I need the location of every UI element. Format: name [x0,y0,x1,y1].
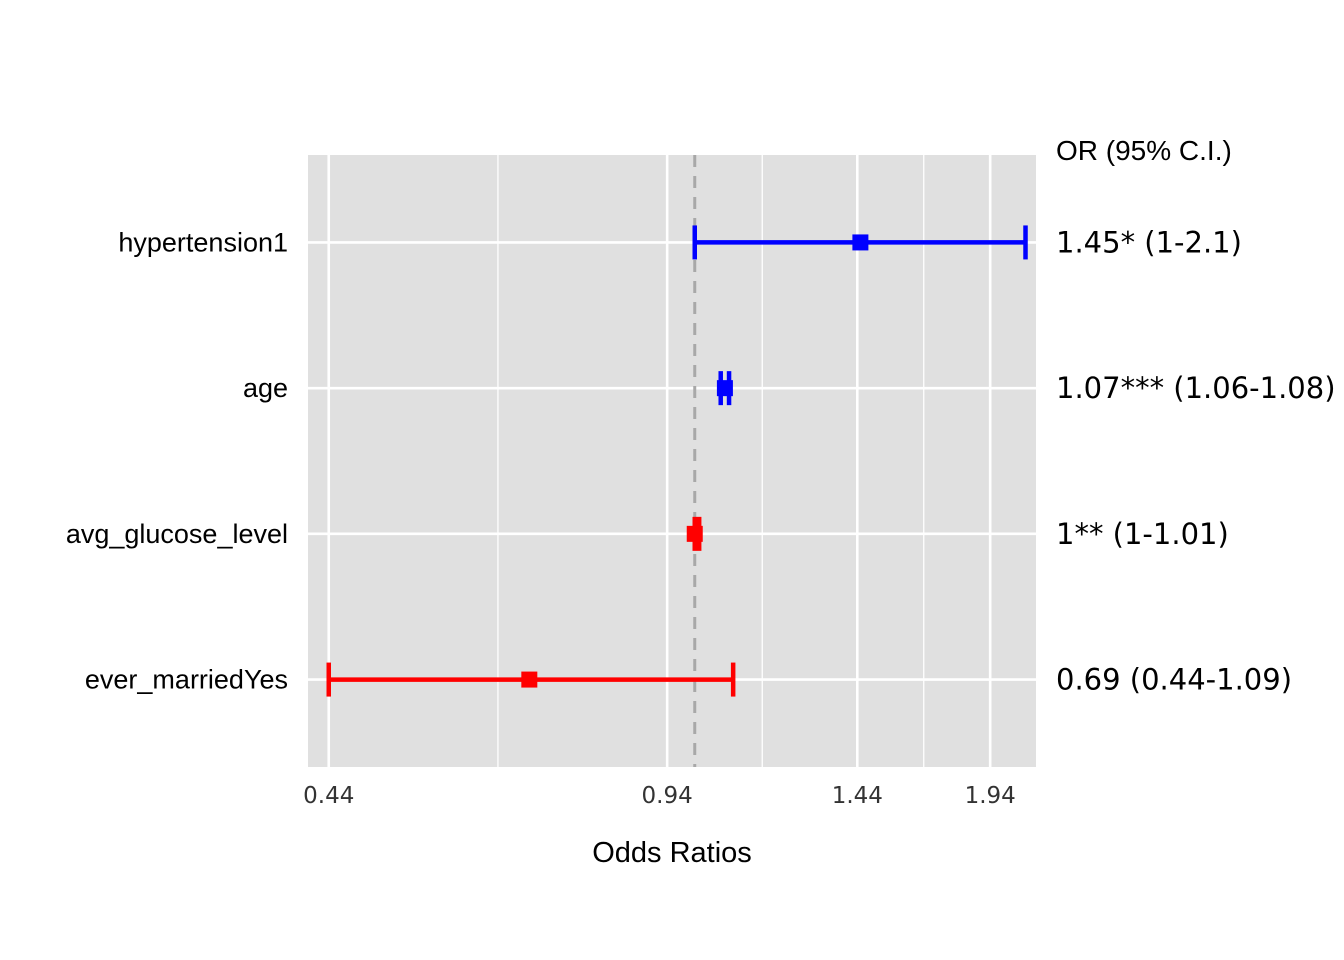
estimate-label: 1.45* (1-2.1) [1056,225,1242,259]
y-axis-labels: hypertension1 age avg_glucose_level ever_ma… [66,227,288,694]
point-estimate [686,525,703,542]
x-axis-title: Odds Ratios [592,837,752,869]
plot-panel [308,155,1036,767]
y-tick-label: avg_glucose_level [66,519,288,549]
grid-minor [497,155,925,767]
estimate-label: 1.07*** (1.06-1.08) [1056,371,1336,405]
x-tick-label: 0.94 [642,783,693,809]
y-tick-label: ever_marriedYes [85,665,288,695]
x-axis-ticks: 0.44 0.94 1.44 1.94 [303,783,1016,809]
y-tick-label: hypertension1 [118,227,288,257]
point-estimate [716,380,733,397]
estimate-label: 1** (1-1.01) [1056,517,1229,551]
x-tick-label: 1.44 [832,783,883,809]
point-estimate [852,234,869,251]
data-marks [326,225,1028,697]
annotation-column: 1.45* (1-2.1) 1.07*** (1.06-1.08) 1** (1-1… [1056,225,1336,696]
x-tick-label: 0.44 [303,783,354,809]
x-tick-label: 1.94 [965,783,1016,809]
point-estimate [521,671,538,688]
estimate-label: 0.69 (0.44-1.09) [1056,663,1292,697]
annotation-header: OR (95% C.I.) [1056,135,1232,166]
y-tick-label: age [243,373,288,403]
